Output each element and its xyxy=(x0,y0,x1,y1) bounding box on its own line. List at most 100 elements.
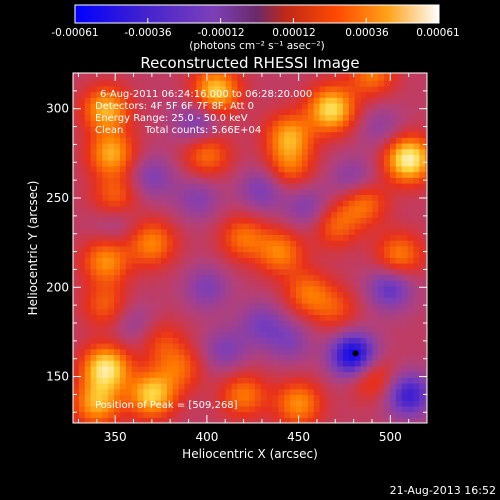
heatmap-cell xyxy=(260,171,268,178)
heatmap-cell xyxy=(178,365,186,373)
heatmap-cell xyxy=(149,297,156,304)
heatmap-cell xyxy=(372,325,379,333)
heatmap-cell xyxy=(307,365,315,373)
heatmap-cell xyxy=(149,234,156,241)
heatmap-cell xyxy=(96,108,103,116)
heatmap-cell xyxy=(208,280,215,287)
heatmap-cell xyxy=(137,405,145,413)
heatmap-cell xyxy=(401,131,409,138)
heatmap-cell xyxy=(184,200,191,207)
heatmap-cell xyxy=(331,308,338,316)
heatmap-cell xyxy=(155,308,162,316)
heatmap-cell xyxy=(260,314,268,321)
heatmap-cell xyxy=(254,240,262,247)
heatmap-cell xyxy=(114,320,121,327)
heatmap-cell xyxy=(372,148,379,156)
heatmap-cell xyxy=(137,314,145,321)
heatmap-cell xyxy=(313,171,321,178)
heatmap-cell xyxy=(96,394,103,401)
heatmap-cell xyxy=(149,257,156,264)
heatmap-cell xyxy=(290,114,297,121)
heatmap-cell xyxy=(313,103,321,110)
heatmap-cell xyxy=(348,125,356,133)
heatmap-cell xyxy=(272,245,280,253)
heatmap-cell xyxy=(296,354,303,361)
heatmap-cell xyxy=(337,297,344,304)
heatmap-cell xyxy=(243,103,250,110)
heatmap-cell xyxy=(96,143,103,150)
heatmap-cell xyxy=(84,103,92,110)
heatmap-cell xyxy=(419,274,426,281)
heatmap-cell xyxy=(196,337,203,344)
heatmap-cell xyxy=(342,325,350,333)
heatmap-cell xyxy=(413,354,420,361)
heatmap-cell xyxy=(143,97,150,104)
heatmap-cell xyxy=(301,211,309,218)
heatmap-cell xyxy=(284,103,291,110)
heatmap-cell xyxy=(243,137,250,144)
heatmap-cell xyxy=(378,200,385,207)
heatmap-cell xyxy=(319,383,326,390)
heatmap-cell xyxy=(172,194,180,201)
heatmap-cell xyxy=(395,354,403,361)
heatmap-cell xyxy=(354,325,362,333)
heatmap-cell xyxy=(372,365,379,373)
heatmap-cell xyxy=(407,257,415,264)
heatmap-cell xyxy=(102,263,109,270)
heatmap-cell xyxy=(319,74,326,81)
heatmap-cell xyxy=(325,314,332,321)
heatmap-cell xyxy=(254,114,262,121)
heatmap-cell xyxy=(73,114,80,121)
heatmap-cell xyxy=(131,114,139,121)
heatmap-cell xyxy=(149,320,156,327)
heatmap-cell xyxy=(254,400,262,407)
heatmap-cell xyxy=(348,240,356,247)
heatmap-cell xyxy=(208,171,215,178)
heatmap-cell xyxy=(219,320,227,327)
heatmap-cell xyxy=(143,348,150,356)
heatmap-cell xyxy=(325,165,332,173)
heatmap-cell xyxy=(395,171,403,178)
heatmap-cell xyxy=(307,131,315,138)
heatmap-cell xyxy=(231,114,238,121)
heatmap-cell xyxy=(178,343,186,350)
heatmap-cell xyxy=(166,251,174,258)
heatmap-cell xyxy=(284,383,291,390)
heatmap-cell xyxy=(172,343,180,350)
heatmap-cell xyxy=(178,171,186,178)
heatmap-cell xyxy=(96,388,103,396)
heatmap-cell xyxy=(143,314,150,321)
heatmap-cell xyxy=(407,348,415,356)
heatmap-cell xyxy=(196,223,203,230)
heatmap-cell xyxy=(389,211,397,218)
heatmap-cell xyxy=(319,360,326,367)
heatmap-cell xyxy=(284,73,291,76)
heatmap-cell xyxy=(301,245,309,253)
heatmap-cell xyxy=(319,85,326,93)
heatmap-cell xyxy=(389,80,397,87)
heatmap-cell xyxy=(407,325,415,333)
heatmap-cell xyxy=(96,97,103,104)
heatmap-cell xyxy=(384,91,391,98)
heatmap-cell xyxy=(143,160,150,167)
heatmap-cell xyxy=(114,228,121,236)
heatmap-cell xyxy=(360,343,368,350)
heatmap-cell xyxy=(166,171,174,178)
heatmap-cell xyxy=(249,148,256,156)
heatmap-cell xyxy=(208,74,215,81)
heatmap-cell xyxy=(360,217,368,224)
heatmap-cell xyxy=(237,377,244,384)
heatmap-cell xyxy=(425,417,427,423)
heatmap-cell xyxy=(73,148,80,156)
heatmap-cell xyxy=(348,360,356,367)
heatmap-cell xyxy=(395,205,403,213)
heatmap-cell xyxy=(131,183,139,190)
heatmap-cell xyxy=(90,223,98,230)
heatmap-cell xyxy=(413,245,420,253)
heatmap-cell xyxy=(372,348,379,356)
heatmap-cell xyxy=(319,303,326,310)
heatmap-cell xyxy=(225,97,233,104)
heatmap-cell xyxy=(196,257,203,264)
heatmap-cell xyxy=(360,223,368,230)
heatmap-cell xyxy=(249,417,256,423)
